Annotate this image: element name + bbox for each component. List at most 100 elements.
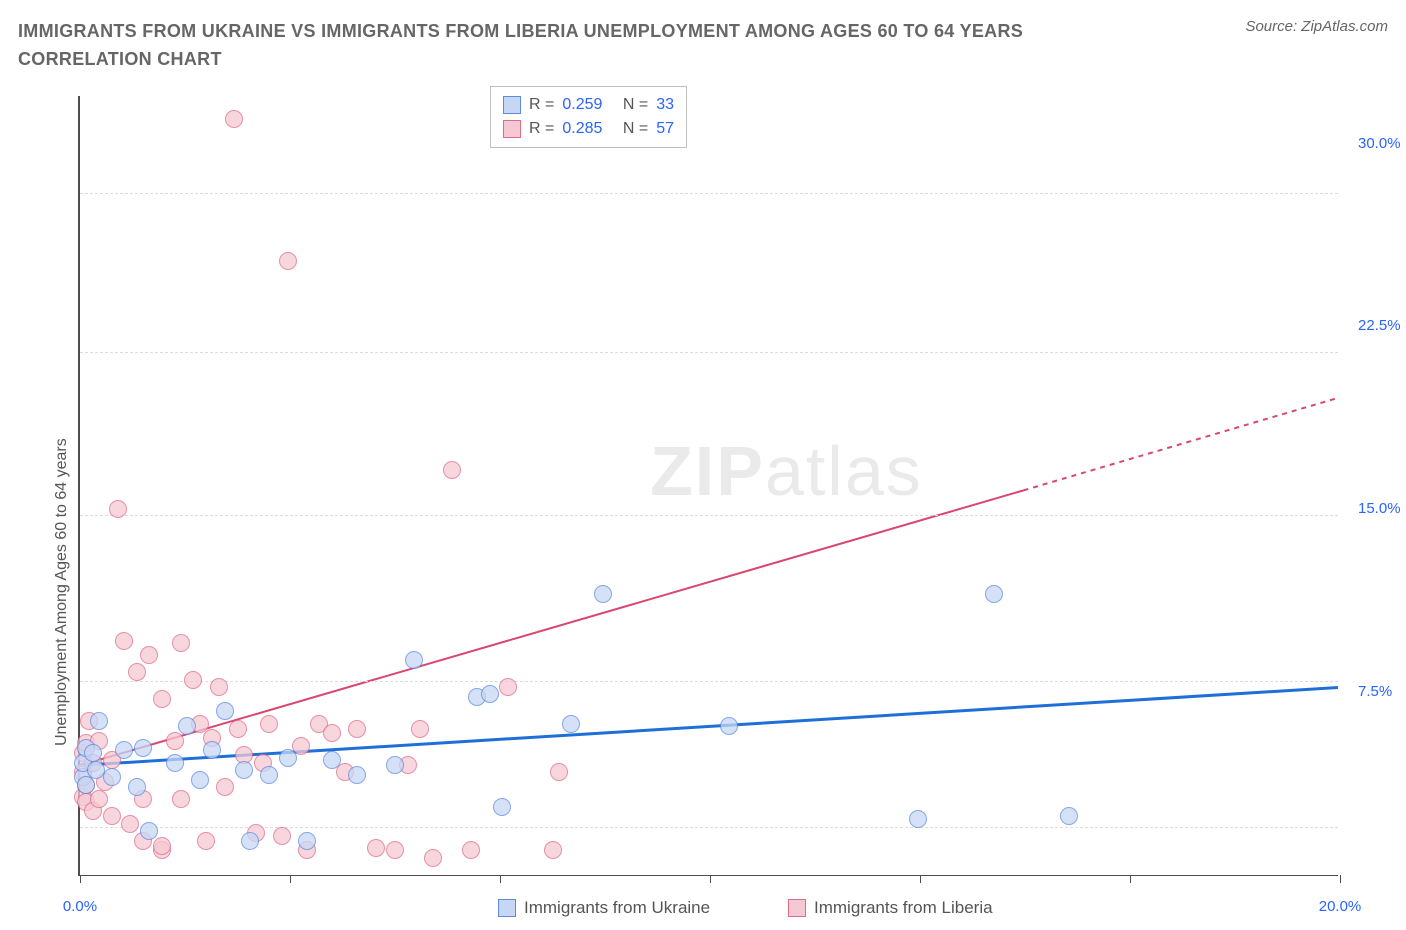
data-point — [184, 671, 202, 689]
y-axis-title: Unemployment Among Ages 60 to 64 years — [53, 438, 71, 746]
gridline — [80, 681, 1338, 682]
data-point — [166, 732, 184, 750]
chart-title: IMMIGRANTS FROM UKRAINE VS IMMIGRANTS FR… — [18, 18, 1118, 74]
data-point — [279, 252, 297, 270]
swatch-ukraine — [503, 96, 521, 114]
data-point — [241, 832, 259, 850]
data-point — [424, 849, 442, 867]
data-point — [216, 778, 234, 796]
data-point — [499, 678, 517, 696]
data-point — [103, 768, 121, 786]
x-tick-label: 0.0% — [63, 898, 97, 915]
r-label: R = — [529, 93, 554, 117]
x-tick-label: 20.0% — [1319, 898, 1362, 915]
y-tick-label: 22.5% — [1358, 317, 1406, 334]
data-point — [235, 761, 253, 779]
y-tick-label: 7.5% — [1358, 683, 1406, 700]
x-tick-mark — [290, 875, 291, 883]
legend-ukraine: Immigrants from Ukraine — [498, 898, 710, 918]
data-point — [109, 500, 127, 518]
data-point — [594, 585, 612, 603]
gridline — [80, 827, 1338, 828]
data-point — [348, 766, 366, 784]
data-point — [985, 585, 1003, 603]
x-tick-mark — [710, 875, 711, 883]
data-point — [191, 771, 209, 789]
x-tick-mark — [1340, 875, 1341, 883]
data-point — [172, 634, 190, 652]
x-tick-mark — [80, 875, 81, 883]
data-point — [115, 741, 133, 759]
n-label: N = — [623, 93, 648, 117]
x-tick-mark — [500, 875, 501, 883]
stats-box: R = 0.259 N = 33 R = 0.285 N = 57 — [490, 86, 687, 148]
data-point — [260, 766, 278, 784]
data-point — [172, 790, 190, 808]
data-point — [210, 678, 228, 696]
data-point — [128, 663, 146, 681]
r-label: R = — [529, 117, 554, 141]
data-point — [197, 832, 215, 850]
data-point — [115, 632, 133, 650]
data-point — [103, 807, 121, 825]
plot-area: ZIPatlas R = 0.259 N = 33 R = 0.285 N = … — [78, 96, 1338, 876]
watermark: ZIPatlas — [650, 431, 923, 511]
data-point — [562, 715, 580, 733]
data-point — [203, 741, 221, 759]
gridline — [80, 193, 1338, 194]
data-point — [323, 724, 341, 742]
n-value-ukraine: 33 — [656, 93, 674, 117]
swatch-liberia — [503, 120, 521, 138]
swatch-liberia — [788, 899, 806, 917]
data-point — [229, 720, 247, 738]
data-point — [386, 756, 404, 774]
data-point — [481, 685, 499, 703]
n-label: N = — [623, 117, 648, 141]
watermark-bold: ZIP — [650, 432, 765, 510]
data-point — [720, 717, 738, 735]
swatch-ukraine — [498, 899, 516, 917]
y-tick-label: 15.0% — [1358, 500, 1406, 517]
data-point — [216, 702, 234, 720]
data-point — [121, 815, 139, 833]
trend-line-dashed — [1024, 398, 1339, 490]
data-point — [273, 827, 291, 845]
data-point — [544, 841, 562, 859]
y-tick-label: 30.0% — [1358, 135, 1406, 152]
data-point — [166, 754, 184, 772]
data-point — [153, 690, 171, 708]
data-point — [411, 720, 429, 738]
r-value-ukraine: 0.259 — [562, 93, 602, 117]
data-point — [550, 763, 568, 781]
data-point — [90, 790, 108, 808]
data-point — [462, 841, 480, 859]
data-point — [84, 744, 102, 762]
data-point — [1060, 807, 1078, 825]
data-point — [367, 839, 385, 857]
data-point — [909, 810, 927, 828]
data-point — [140, 646, 158, 664]
x-tick-mark — [920, 875, 921, 883]
stats-row-ukraine: R = 0.259 N = 33 — [503, 93, 674, 117]
legend-label-liberia: Immigrants from Liberia — [814, 898, 993, 918]
trend-line — [80, 490, 1024, 765]
data-point — [90, 712, 108, 730]
data-point — [178, 717, 196, 735]
data-point — [493, 798, 511, 816]
stats-row-liberia: R = 0.285 N = 57 — [503, 117, 674, 141]
legend-label-ukraine: Immigrants from Ukraine — [524, 898, 710, 918]
data-point — [298, 832, 316, 850]
data-point — [225, 110, 243, 128]
gridline — [80, 515, 1338, 516]
data-point — [323, 751, 341, 769]
x-tick-mark — [1130, 875, 1131, 883]
data-point — [405, 651, 423, 669]
watermark-light: atlas — [765, 432, 923, 510]
legend-liberia: Immigrants from Liberia — [788, 898, 993, 918]
data-point — [279, 749, 297, 767]
data-point — [134, 739, 152, 757]
data-point — [348, 720, 366, 738]
data-point — [443, 461, 461, 479]
data-point — [140, 822, 158, 840]
n-value-liberia: 57 — [656, 117, 674, 141]
